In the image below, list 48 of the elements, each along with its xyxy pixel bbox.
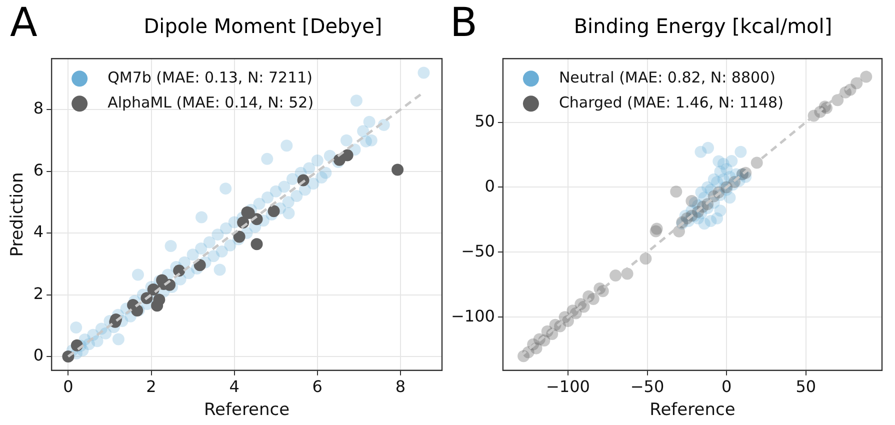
point (712, 155, 725, 168)
x-tick-label: 4 (229, 377, 240, 396)
y-axis-title: Prediction (8, 172, 28, 257)
y-tick-label: 0 (33, 346, 44, 365)
x-tick-label: −50 (630, 377, 664, 396)
point (726, 154, 738, 167)
legend-label: AlphaML (MAE: 0.14, N: 52) (108, 93, 314, 112)
x-tick-label: 2 (146, 377, 156, 396)
x-tick-label: 50 (796, 377, 816, 396)
y-tick-label: 50 (474, 111, 495, 130)
y-tick-label: 8 (33, 98, 44, 118)
point (670, 186, 682, 198)
point (686, 194, 698, 207)
point (194, 259, 206, 272)
chart-title: Dipole Moment [Debye] (142, 14, 384, 38)
point (708, 173, 720, 186)
x-tick-label: 6 (312, 377, 322, 396)
point (268, 205, 280, 218)
point (695, 186, 708, 198)
chart-title: Binding Energy [kcal/mol] (572, 14, 834, 38)
x-tick-label: 0 (721, 377, 732, 396)
x-tick-label: −100 (546, 377, 590, 396)
text: A (10, 0, 38, 46)
x-tick-label: 0 (63, 377, 74, 396)
y-tick-label: 4 (33, 222, 44, 242)
point (714, 204, 726, 217)
legend-label: QM7b (MAE: 0.13, N: 7211) (108, 68, 313, 86)
point (153, 294, 166, 306)
y-tick-label: 6 (33, 160, 44, 180)
point (724, 192, 736, 204)
y-tick-label: 2 (33, 284, 44, 303)
point (233, 230, 246, 243)
point (650, 222, 663, 235)
x-axis-title: Reference (650, 400, 736, 420)
legend-label: Neutral (MAE: 0.82, N: 8800) (558, 68, 776, 86)
point (734, 146, 747, 158)
point (250, 238, 263, 250)
point (702, 142, 714, 154)
legend-label: Charged (MAE: 1.46, N: 1148) (558, 93, 784, 112)
x-tick-label: 8 (395, 377, 406, 396)
y-tick-label: −100 (450, 306, 495, 326)
point (392, 164, 404, 176)
point (698, 218, 710, 230)
x-axis-title: Reference (204, 400, 290, 420)
y-tick-label: −50 (461, 241, 495, 260)
text: B (450, 0, 478, 46)
y-tick-label: 0 (484, 176, 495, 196)
point (341, 149, 354, 162)
